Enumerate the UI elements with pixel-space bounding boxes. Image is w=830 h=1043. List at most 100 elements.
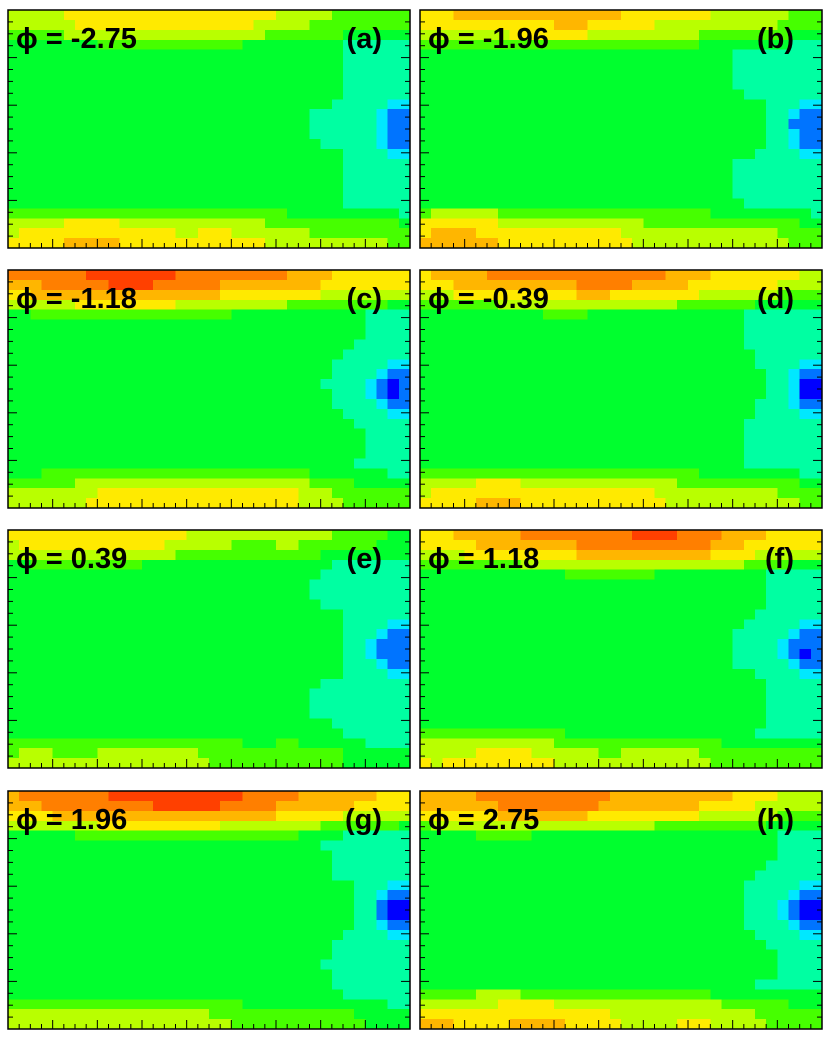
heatmap-cell [164, 10, 177, 21]
heatmap-cell [699, 579, 711, 591]
heatmap-cell [343, 198, 355, 209]
heatmap-cell [343, 279, 355, 291]
heatmap-cell [732, 498, 745, 509]
heatmap-cell [643, 119, 656, 130]
heatmap-cell [75, 438, 87, 450]
heatmap-cell [777, 119, 790, 130]
heatmap-cell [186, 148, 199, 160]
heatmap-cell [164, 69, 177, 81]
heatmap-cell [766, 458, 778, 469]
heatmap-cell [153, 309, 165, 321]
heatmap-cell [755, 69, 767, 81]
heatmap-cell [810, 339, 823, 350]
heatmap-cell [710, 389, 723, 400]
heatmap-cell [8, 498, 20, 509]
heatmap-cell [688, 379, 700, 390]
heatmap-cell [242, 398, 255, 410]
heatmap-cells [8, 530, 411, 769]
heatmap-cell [475, 289, 488, 301]
heatmap-cell [309, 549, 322, 561]
heatmap-cell [464, 418, 477, 430]
heatmap-cell [119, 109, 132, 120]
heatmap-cell [52, 138, 65, 150]
heatmap-cell [732, 349, 745, 360]
heatmap-cell [276, 138, 288, 150]
heatmap-cell [320, 619, 333, 630]
heatmap-cell [376, 438, 389, 450]
heatmap-cell [464, 478, 477, 489]
heatmap-cell [354, 478, 366, 489]
heatmap-cell [41, 99, 54, 110]
heatmap-cell [264, 559, 277, 571]
heatmap-cell [387, 218, 400, 229]
heatmap-cell [86, 329, 98, 341]
heatmap-cell [142, 99, 154, 110]
heatmap-cell [75, 478, 87, 489]
heatmap-cell [41, 619, 54, 630]
heatmap-cell [609, 270, 622, 281]
heatmap-cell [688, 428, 700, 440]
heatmap-cell [632, 458, 644, 469]
heatmap-cell [63, 468, 76, 479]
heatmap-cell [643, 569, 656, 581]
heatmap-cell [777, 168, 790, 180]
heatmap-cell [331, 398, 344, 410]
heatmap-cell [799, 59, 812, 71]
heatmap-cell [654, 178, 667, 190]
heatmap-cell [253, 309, 266, 321]
heatmap-cell [309, 10, 322, 21]
heatmap-cell [8, 458, 20, 469]
heatmap-cell [320, 59, 333, 71]
heatmap-cell [699, 530, 711, 541]
heatmap-cell [119, 148, 132, 160]
heatmap-cell [710, 119, 723, 130]
heatmap-cell [242, 129, 255, 140]
heatmap-cell [19, 228, 31, 239]
heatmap-cell [475, 468, 488, 479]
heatmap-cell [676, 289, 689, 301]
heatmap-cell [520, 178, 533, 190]
heatmap-cell [354, 218, 366, 229]
heatmap-cell [743, 148, 756, 160]
heatmap-cell [442, 129, 455, 140]
heatmap-cell [609, 448, 622, 460]
heatmap-cell [8, 339, 20, 350]
heatmap-cell [453, 198, 466, 209]
heatmap-cell [453, 299, 466, 311]
heatmap-cell [498, 198, 510, 209]
heatmap-cell [799, 539, 812, 551]
heatmap-cell [276, 718, 288, 729]
heatmap-cell [721, 198, 734, 209]
heatmap-cell [475, 428, 488, 440]
heatmap-cell [365, 238, 378, 249]
heatmap-cell [97, 639, 110, 650]
heatmap-cell [41, 530, 54, 541]
heatmap-cell [8, 658, 20, 670]
heatmap-cell [799, 398, 812, 410]
heatmap-cell [86, 138, 98, 150]
heatmap-cell [108, 198, 121, 209]
heatmap-cell [665, 19, 678, 31]
heatmap-cell [643, 369, 656, 380]
heatmap-cell [19, 579, 31, 591]
heatmap-cell [354, 359, 366, 370]
heatmap-cell [777, 109, 790, 120]
heatmap-cell [8, 728, 20, 739]
heatmap-cell [398, 339, 411, 350]
heatmap-cell [520, 208, 533, 219]
heatmap-cell [86, 488, 98, 499]
heatmap-cell [387, 589, 400, 601]
heatmap-cell [565, 530, 577, 541]
heatmap-cell [331, 178, 344, 190]
heatmap-cell [688, 119, 700, 130]
heatmap-cell [108, 678, 121, 690]
heatmap-cell [565, 458, 577, 469]
heatmap-cell [688, 398, 700, 410]
heatmap-cell [777, 129, 790, 140]
heatmap-cell [298, 458, 311, 469]
heatmap-cell [755, 329, 767, 341]
heatmap-cell [130, 530, 143, 541]
heatmap-cell [520, 218, 533, 229]
heatmap-cell [30, 178, 43, 190]
heatmap-cell [464, 329, 477, 341]
